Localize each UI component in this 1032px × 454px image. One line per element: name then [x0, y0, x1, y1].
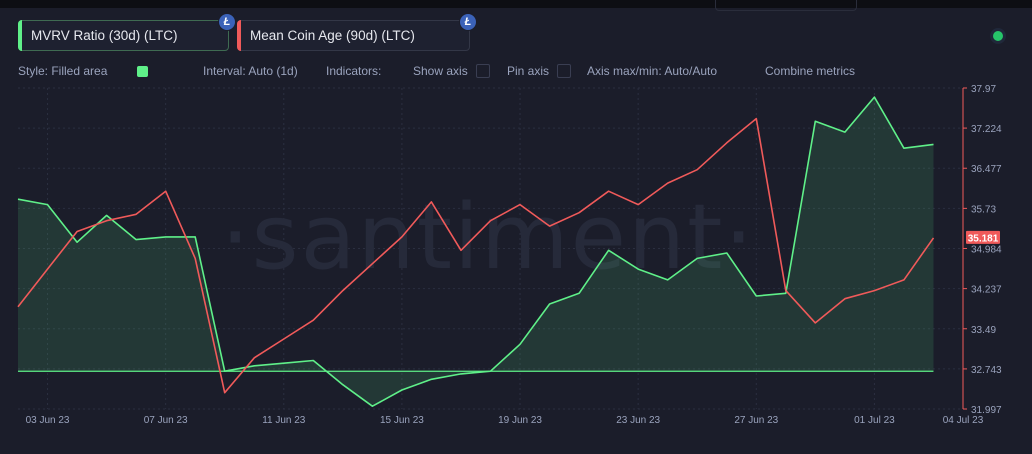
- x-tick-label: 04 Jul 23: [943, 415, 984, 426]
- show-axis-checkbox[interactable]: [476, 64, 490, 78]
- axis-layer: 37.97 37.224 36.477 35.73 34.984 34.237 33.49 3…: [26, 84, 1002, 426]
- santiment-watermark: ·santiment·: [221, 185, 755, 290]
- top-strip: [0, 0, 1032, 8]
- last-value-label: 35.181: [968, 233, 999, 244]
- metric-color-bar: [237, 20, 241, 51]
- combine-metrics-button[interactable]: Combine metrics: [765, 64, 856, 78]
- last-value-badge: [966, 230, 1000, 244]
- series-layer: [17, 96, 935, 407]
- series-area-0: [18, 97, 934, 407]
- pin-axis-label[interactable]: Pin axis: [507, 64, 550, 78]
- live-status-dot: [993, 31, 1003, 41]
- series-line-1: [17, 117, 935, 394]
- indicators-selector[interactable]: Indicators:: [326, 64, 382, 78]
- y-tick-label: 31.997: [971, 405, 1002, 416]
- y-tick-label: 34.237: [971, 285, 1002, 296]
- x-tick-label: 19 Jun 23: [498, 415, 542, 426]
- show-axis-label[interactable]: Show axis: [413, 64, 468, 78]
- metric-color-bar: [18, 20, 22, 51]
- axis-maxmin-selector[interactable]: Axis max/min: Auto/Auto: [587, 64, 718, 78]
- pin-axis-checkbox[interactable]: [557, 64, 571, 78]
- litecoin-icon: Ł: [218, 13, 236, 31]
- x-tick-label: 07 Jun 23: [144, 415, 188, 426]
- y-tick-label: 34.984: [971, 244, 1002, 255]
- metric-card-mean-coin-age[interactable]: Mean Coin Age (90d) (LTC) Ł: [237, 13, 477, 51]
- y-tick-label: 33.49: [971, 325, 996, 336]
- metric-label: Mean Coin Age (90d) (LTC): [250, 28, 415, 43]
- y-tick-label: 37.224: [971, 124, 1002, 135]
- x-tick-label: 15 Jun 23: [380, 415, 424, 426]
- x-tick-label: 23 Jun 23: [616, 415, 660, 426]
- metric-label: MVRV Ratio (30d) (LTC): [31, 28, 178, 43]
- litecoin-icon: Ł: [459, 13, 477, 31]
- x-tick-label: 11 Jun 23: [262, 415, 306, 426]
- y-tick-label: 37.97: [971, 84, 996, 95]
- x-tick-label: 27 Jun 23: [734, 415, 778, 426]
- style-color-swatch[interactable]: [137, 66, 148, 77]
- top-tab[interactable]: [715, 0, 857, 11]
- y-tick-label: 36.477: [971, 164, 1002, 175]
- interval-selector[interactable]: Interval: Auto (1d): [203, 64, 298, 78]
- x-tick-label: 03 Jun 23: [26, 415, 70, 426]
- y-tick-label: 32.743: [971, 365, 1002, 376]
- series-line-0: [17, 96, 934, 407]
- x-tick-label: 01 Jul 23: [854, 415, 895, 426]
- style-selector[interactable]: Style: Filled area: [18, 64, 108, 78]
- y-tick-label: 35.73: [971, 204, 996, 215]
- metric-card-mvrv[interactable]: MVRV Ratio (30d) (LTC) Ł: [18, 13, 236, 51]
